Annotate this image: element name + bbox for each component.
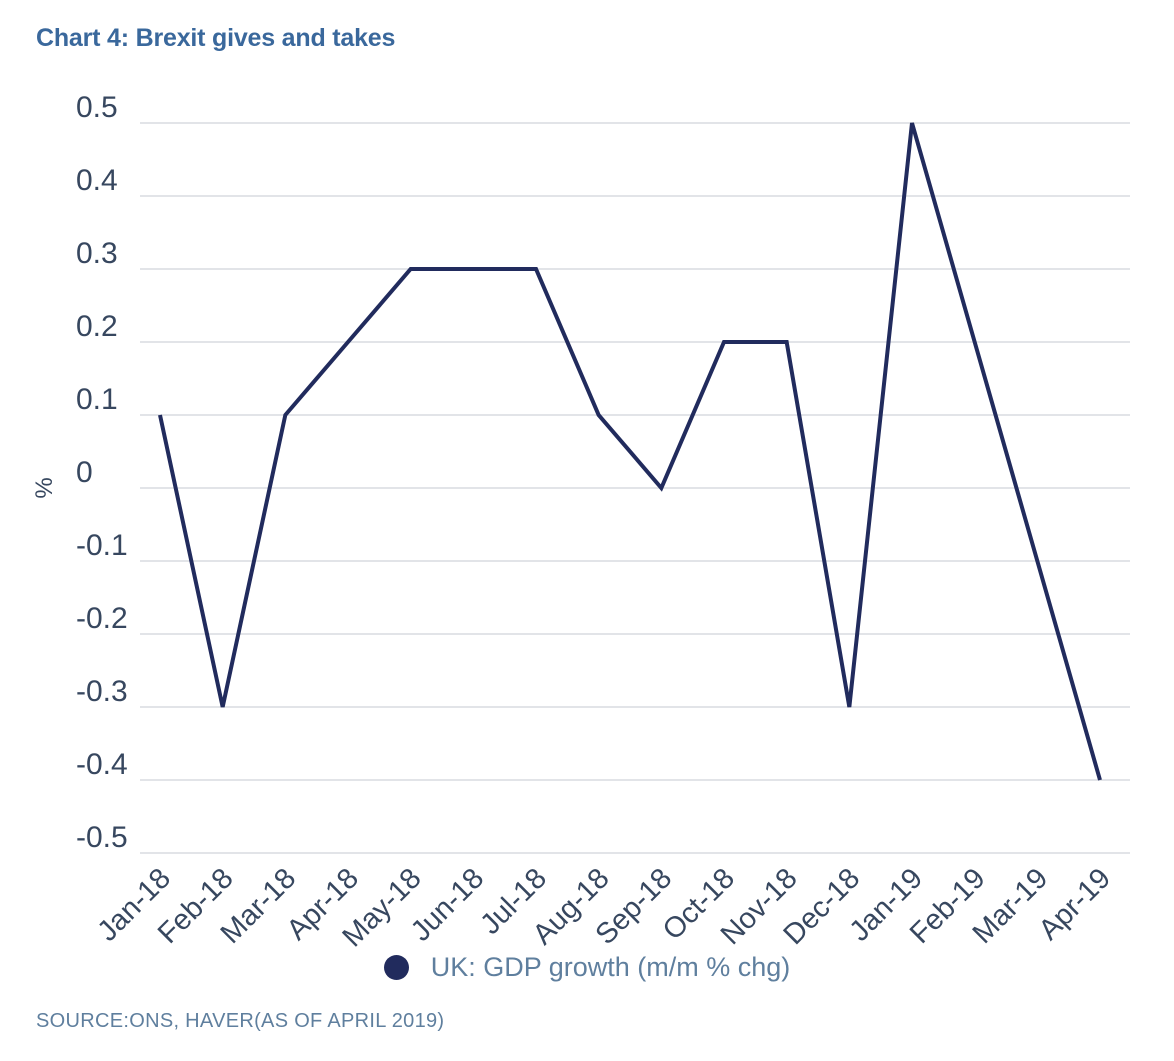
- chart-title: Chart 4: Brexit gives and takes: [36, 24, 396, 52]
- y-axis-tick-label: 0.2: [76, 310, 118, 343]
- y-axis-tick-label: -0.4: [76, 748, 128, 781]
- y-axis-tick-label: 0.1: [76, 383, 118, 416]
- y-axis-tick-label: -0.3: [76, 675, 128, 708]
- legend-series-label: UK: GDP growth (m/m % chg): [430, 951, 791, 982]
- legend: UK: GDP growth (m/m % chg): [0, 942, 1174, 992]
- y-axis-tick-label: -0.5: [76, 821, 128, 854]
- x-axis-tick-label: Apr-19: [1033, 862, 1117, 946]
- source-note: SOURCE:ONS, HAVER(AS OF APRIL 2019): [36, 1010, 445, 1032]
- y-axis-tick-label: 0.5: [76, 91, 118, 124]
- y-axis-tick-label: -0.1: [76, 529, 128, 562]
- y-axis-title: %: [31, 477, 58, 498]
- y-axis-tick-label: 0.4: [76, 164, 118, 197]
- legend-marker-icon: [383, 954, 409, 980]
- y-axis-tick-label: 0.3: [76, 237, 118, 270]
- y-axis-tick-label: 0: [76, 456, 93, 489]
- series-line-uk-gdp-growth: [158, 122, 1102, 781]
- y-axis-tick-label: -0.2: [76, 602, 128, 635]
